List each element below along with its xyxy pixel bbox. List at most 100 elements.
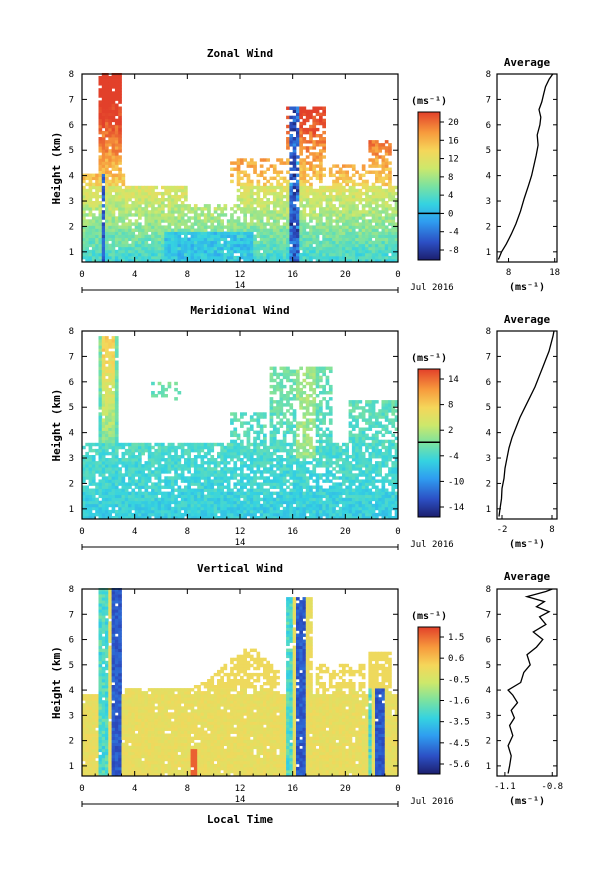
heatmap-cell bbox=[305, 506, 310, 511]
heatmap-cell bbox=[305, 246, 310, 251]
heatmap-cell bbox=[114, 118, 119, 123]
heatmap-cell bbox=[305, 403, 310, 407]
heatmap-cell bbox=[193, 464, 198, 468]
heatmap-cell bbox=[220, 451, 224, 456]
heatmap-cell bbox=[217, 216, 221, 220]
heatmap-cell bbox=[154, 185, 159, 190]
heatmap-cell bbox=[296, 213, 300, 217]
heatmap-cell bbox=[101, 225, 106, 229]
heatmap-cell bbox=[246, 476, 251, 480]
heatmap-cell bbox=[108, 249, 112, 254]
heatmap-cell bbox=[375, 252, 379, 257]
heatmap-cell bbox=[177, 222, 182, 226]
heatmap-cell bbox=[128, 219, 132, 223]
heatmap-cell bbox=[98, 485, 103, 489]
heatmap-cell bbox=[243, 494, 247, 499]
heatmap-cell bbox=[193, 228, 198, 232]
heatmap-cell bbox=[147, 485, 152, 489]
heatmap-cell bbox=[371, 228, 376, 232]
heatmap-cell bbox=[243, 461, 247, 465]
heatmap-cell bbox=[338, 252, 343, 257]
heatmap-cell bbox=[161, 503, 165, 508]
heatmap-cell bbox=[85, 228, 89, 232]
heatmap-cell bbox=[101, 179, 106, 184]
heatmap-cell bbox=[207, 479, 211, 483]
heatmap-cell bbox=[292, 255, 297, 260]
heatmap-cell bbox=[197, 503, 201, 508]
heatmap-cell bbox=[111, 506, 116, 511]
heatmap-cell bbox=[279, 391, 284, 395]
heatmap-cell bbox=[279, 387, 284, 392]
heatmap-cell bbox=[299, 106, 303, 110]
heatmap-cell bbox=[124, 494, 129, 499]
heatmap-cell bbox=[272, 170, 277, 174]
heatmap-cell bbox=[128, 500, 132, 505]
heatmap-cell bbox=[269, 497, 274, 502]
heatmap-cell bbox=[266, 476, 270, 480]
heatmap-cell bbox=[358, 176, 363, 181]
heatmap-cell bbox=[253, 161, 257, 165]
heatmap-cell bbox=[207, 210, 211, 214]
heatmap-cell bbox=[174, 494, 178, 499]
heatmap-cell bbox=[134, 252, 139, 257]
heatmap-cell bbox=[322, 213, 326, 217]
heatmap-cell bbox=[105, 476, 109, 480]
heatmap-cell bbox=[157, 512, 162, 517]
heatmap-cell bbox=[240, 421, 244, 425]
heatmap-cell bbox=[266, 222, 270, 226]
heatmap-cell bbox=[236, 237, 241, 242]
heatmap-cell bbox=[88, 213, 93, 217]
heatmap-cell bbox=[138, 207, 142, 211]
heatmap-cell bbox=[282, 188, 287, 193]
heatmap-cell bbox=[266, 231, 270, 235]
heatmap-cell bbox=[378, 216, 382, 220]
heatmap-cell bbox=[289, 442, 294, 447]
heatmap-cell bbox=[207, 234, 211, 239]
heatmap-cell bbox=[82, 455, 86, 459]
heatmap-cell bbox=[253, 234, 257, 239]
heatmap-cell bbox=[236, 512, 241, 517]
heatmap-cell bbox=[375, 191, 379, 196]
heatmap-cell bbox=[157, 191, 162, 196]
heatmap-cell bbox=[197, 470, 201, 474]
heatmap-cell bbox=[282, 252, 287, 257]
heatmap-cell bbox=[289, 115, 294, 120]
heatmap-cell bbox=[236, 173, 241, 178]
heatmap-cell bbox=[312, 516, 317, 520]
heatmap-cell bbox=[138, 445, 142, 450]
heatmap-cell bbox=[249, 506, 254, 511]
heatmap-cell bbox=[220, 491, 224, 496]
heatmap-cell bbox=[88, 464, 93, 468]
heatmap-cell bbox=[279, 485, 284, 489]
heatmap-cell bbox=[315, 201, 320, 205]
heatmap-cell bbox=[184, 512, 188, 517]
heatmap-cell bbox=[246, 179, 251, 184]
heatmap-cell bbox=[98, 467, 103, 471]
heatmap-cell bbox=[305, 155, 310, 159]
heatmap-cell bbox=[315, 451, 320, 456]
heatmap-cell bbox=[154, 198, 159, 202]
heatmap-cell bbox=[111, 461, 116, 465]
heatmap-cell bbox=[286, 372, 290, 377]
heatmap-cell bbox=[292, 228, 297, 232]
heatmap-cell bbox=[226, 516, 231, 520]
heatmap-cell bbox=[197, 259, 201, 263]
heatmap-cell bbox=[249, 228, 254, 232]
heatmap-cell bbox=[355, 188, 359, 193]
heatmap-cell bbox=[325, 225, 330, 229]
heatmap-cell bbox=[101, 381, 106, 386]
heatmap-cell bbox=[157, 482, 162, 486]
heatmap-cell bbox=[302, 503, 307, 508]
heatmap-cell bbox=[138, 503, 142, 508]
heatmap-cell bbox=[98, 470, 103, 474]
heatmap-cell bbox=[144, 516, 149, 520]
heatmap-cell bbox=[309, 439, 313, 444]
heatmap-cell bbox=[111, 134, 116, 138]
heatmap-cell bbox=[384, 231, 389, 235]
heatmap-cell bbox=[322, 255, 326, 260]
heatmap-cell bbox=[381, 155, 386, 159]
heatmap-cell bbox=[105, 130, 109, 135]
heatmap-cell bbox=[121, 445, 126, 450]
heatmap-cell bbox=[243, 259, 247, 263]
heatmap-cell bbox=[269, 418, 274, 422]
